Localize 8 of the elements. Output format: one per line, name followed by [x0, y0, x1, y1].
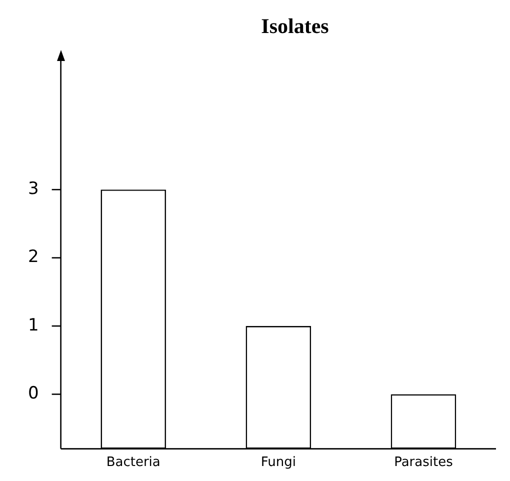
y-tick-label: 1	[28, 315, 39, 336]
x-tick-label: Bacteria	[106, 454, 160, 470]
x-tick-label: Fungi	[260, 454, 296, 470]
y-tick-label: 3	[28, 179, 39, 200]
y-tick-label: 0	[28, 384, 39, 404]
chart-title: Isolates	[260, 14, 330, 39]
y-tick-label: 2	[28, 247, 39, 268]
x-tick-label: Parasites	[394, 454, 454, 470]
